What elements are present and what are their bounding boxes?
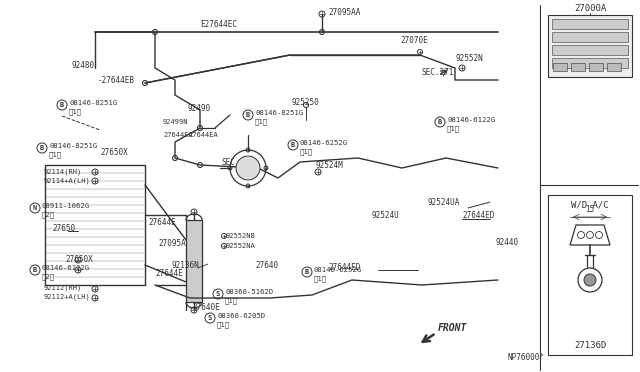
Text: （1）: （1）: [447, 126, 460, 132]
Text: 92524M: 92524M: [315, 160, 343, 170]
Bar: [548, 15, 632, 77]
Text: E27644EC: E27644EC: [200, 19, 237, 29]
Text: 27650X: 27650X: [65, 256, 93, 264]
Text: S: S: [208, 315, 212, 321]
Text: 15: 15: [586, 205, 595, 214]
Text: 92114+A(LH): 92114+A(LH): [44, 178, 91, 184]
Text: 92524U: 92524U: [372, 211, 400, 219]
Text: 27000A: 27000A: [574, 3, 606, 13]
Text: 08146-8251G: 08146-8251G: [255, 110, 303, 116]
Text: 08146-6252G: 08146-6252G: [314, 267, 362, 273]
Text: （1）: （1）: [314, 276, 327, 282]
Bar: [607, 63, 621, 71]
Bar: [45, 165, 145, 285]
Text: 08146-6122G: 08146-6122G: [447, 117, 495, 123]
Text: 92440: 92440: [496, 237, 519, 247]
Text: 08146-8251G: 08146-8251G: [69, 100, 117, 106]
Text: 27644E: 27644E: [155, 269, 183, 278]
Bar: [553, 63, 567, 71]
Text: 27070E: 27070E: [400, 35, 428, 45]
Text: 92136N: 92136N: [172, 260, 200, 269]
Text: 08360-6205D: 08360-6205D: [217, 313, 265, 319]
Text: 27640: 27640: [255, 260, 278, 269]
Text: （1）: （1）: [217, 322, 230, 328]
Bar: [548, 195, 632, 355]
Text: （2）: （2）: [42, 274, 55, 280]
Text: 92480: 92480: [72, 61, 95, 70]
Text: （1）: （1）: [225, 298, 238, 304]
Circle shape: [584, 274, 596, 286]
Text: 92552NB: 92552NB: [226, 233, 256, 239]
Text: 27640E: 27640E: [192, 304, 220, 312]
Text: 08146-6252G: 08146-6252G: [300, 140, 348, 146]
Text: SEC.274: SEC.274: [222, 157, 254, 167]
Text: （1）: （1）: [255, 119, 268, 125]
Text: B: B: [438, 119, 442, 125]
Text: B: B: [40, 145, 44, 151]
Bar: [589, 63, 603, 71]
Text: 27644EA: 27644EA: [188, 132, 218, 138]
Text: 92499N: 92499N: [163, 119, 189, 125]
Bar: [552, 32, 628, 42]
Text: N: N: [33, 205, 37, 211]
Text: B: B: [291, 142, 295, 148]
Text: 08146-6122G: 08146-6122G: [42, 265, 90, 271]
Text: B: B: [33, 267, 37, 273]
Text: 08360-5162D: 08360-5162D: [225, 289, 273, 295]
Text: 92112+A(LH): 92112+A(LH): [44, 294, 91, 300]
Text: （2）: （2）: [42, 212, 55, 218]
Text: 92490: 92490: [188, 103, 211, 112]
Text: 92552N: 92552N: [455, 54, 483, 62]
Text: 27650X: 27650X: [100, 148, 128, 157]
Circle shape: [236, 156, 260, 180]
Text: 92552NA: 92552NA: [226, 243, 256, 249]
Text: W/D A/C: W/D A/C: [571, 201, 609, 209]
Text: 27644EA: 27644EA: [163, 132, 193, 138]
Text: S: S: [216, 291, 220, 297]
Text: B: B: [60, 102, 64, 108]
Bar: [571, 63, 585, 71]
Text: 08911-1062G: 08911-1062G: [42, 203, 90, 209]
Text: NP76000*: NP76000*: [508, 353, 545, 362]
Text: 92112(RH): 92112(RH): [44, 285, 83, 291]
Text: （1）: （1）: [69, 109, 82, 115]
Text: -27644EB: -27644EB: [98, 76, 135, 84]
Text: 92524UA: 92524UA: [428, 198, 460, 206]
Text: FRONT: FRONT: [438, 323, 467, 333]
Text: 27095A: 27095A: [158, 238, 186, 247]
Text: B: B: [305, 269, 309, 275]
Text: 925250: 925250: [292, 97, 320, 106]
Text: 27644ED: 27644ED: [462, 211, 494, 219]
Text: 27644E: 27644E: [148, 218, 176, 227]
Text: （1）: （1）: [300, 149, 313, 155]
Text: B: B: [246, 112, 250, 118]
Text: 27095AA: 27095AA: [328, 7, 360, 16]
Bar: [552, 45, 628, 55]
Text: 08146-8251G: 08146-8251G: [49, 143, 97, 149]
Text: 92114(RH): 92114(RH): [44, 169, 83, 175]
Text: 27136D: 27136D: [574, 340, 606, 350]
Bar: [186, 220, 202, 302]
Bar: [552, 19, 628, 29]
Text: SEC.271: SEC.271: [422, 67, 454, 77]
Text: 27644ED: 27644ED: [328, 263, 360, 273]
Bar: [552, 58, 628, 68]
Text: （1）: （1）: [49, 152, 62, 158]
Text: 27650: 27650: [52, 224, 75, 232]
